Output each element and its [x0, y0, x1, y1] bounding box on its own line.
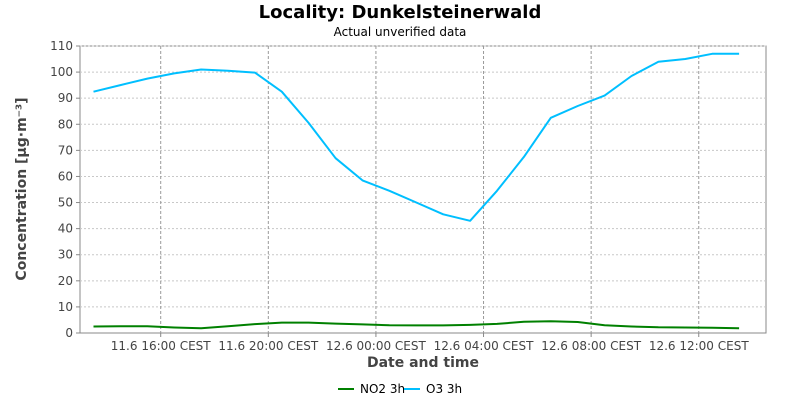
chart-title: Locality: Dunkelsteinerwald: [259, 2, 542, 23]
y-tick-label: 110: [50, 39, 73, 53]
x-axis: 11.6 16:00 CEST 11.6 20:00 CEST 12.6 00:00…: [111, 333, 750, 353]
y-tick-label: 30: [58, 248, 73, 262]
x-tick-label: 12.6 12:00 CEST: [649, 339, 750, 353]
y-tick-label: 20: [58, 274, 73, 288]
x-tick-label: 12.6 00:00 CEST: [326, 339, 427, 353]
x-tick-label: 12.6 08:00 CEST: [541, 339, 642, 353]
y-tick-label: 80: [58, 117, 73, 131]
y-tick-label: 50: [58, 196, 73, 210]
plot-area: [79, 45, 767, 334]
x-tick-label: 11.6 16:00 CEST: [111, 339, 212, 353]
series-line-o3: [93, 52, 740, 222]
x-tick-label: 11.6 20:00 CEST: [218, 339, 319, 353]
y-tick-label: 90: [58, 91, 73, 105]
y-tick-label: 60: [58, 169, 73, 183]
series-layer: [93, 52, 740, 330]
y-axis-title: Concentration [µg·m⁻³]: [14, 97, 30, 280]
series-line-no2: [93, 320, 740, 330]
chart-subtitle: Actual unverified data: [334, 25, 467, 39]
y-tick-label: 70: [58, 143, 73, 157]
grid: [80, 45, 766, 333]
y-axis: 0 10 20 30 40 50 60 70 80 90 100 110: [50, 39, 80, 340]
y-tick-label: 0: [65, 326, 73, 340]
y-tick-label: 10: [58, 300, 73, 314]
y-tick-label: 40: [58, 222, 73, 236]
x-axis-title: Date and time: [367, 355, 479, 371]
x-tick-label: 12.6 04:00 CEST: [434, 339, 535, 353]
legend-label: NO2 3h: [360, 382, 405, 396]
y-tick-label: 100: [50, 65, 73, 79]
legend: NO2 3h O3 3h: [338, 382, 462, 396]
legend-label: O3 3h: [426, 382, 462, 396]
